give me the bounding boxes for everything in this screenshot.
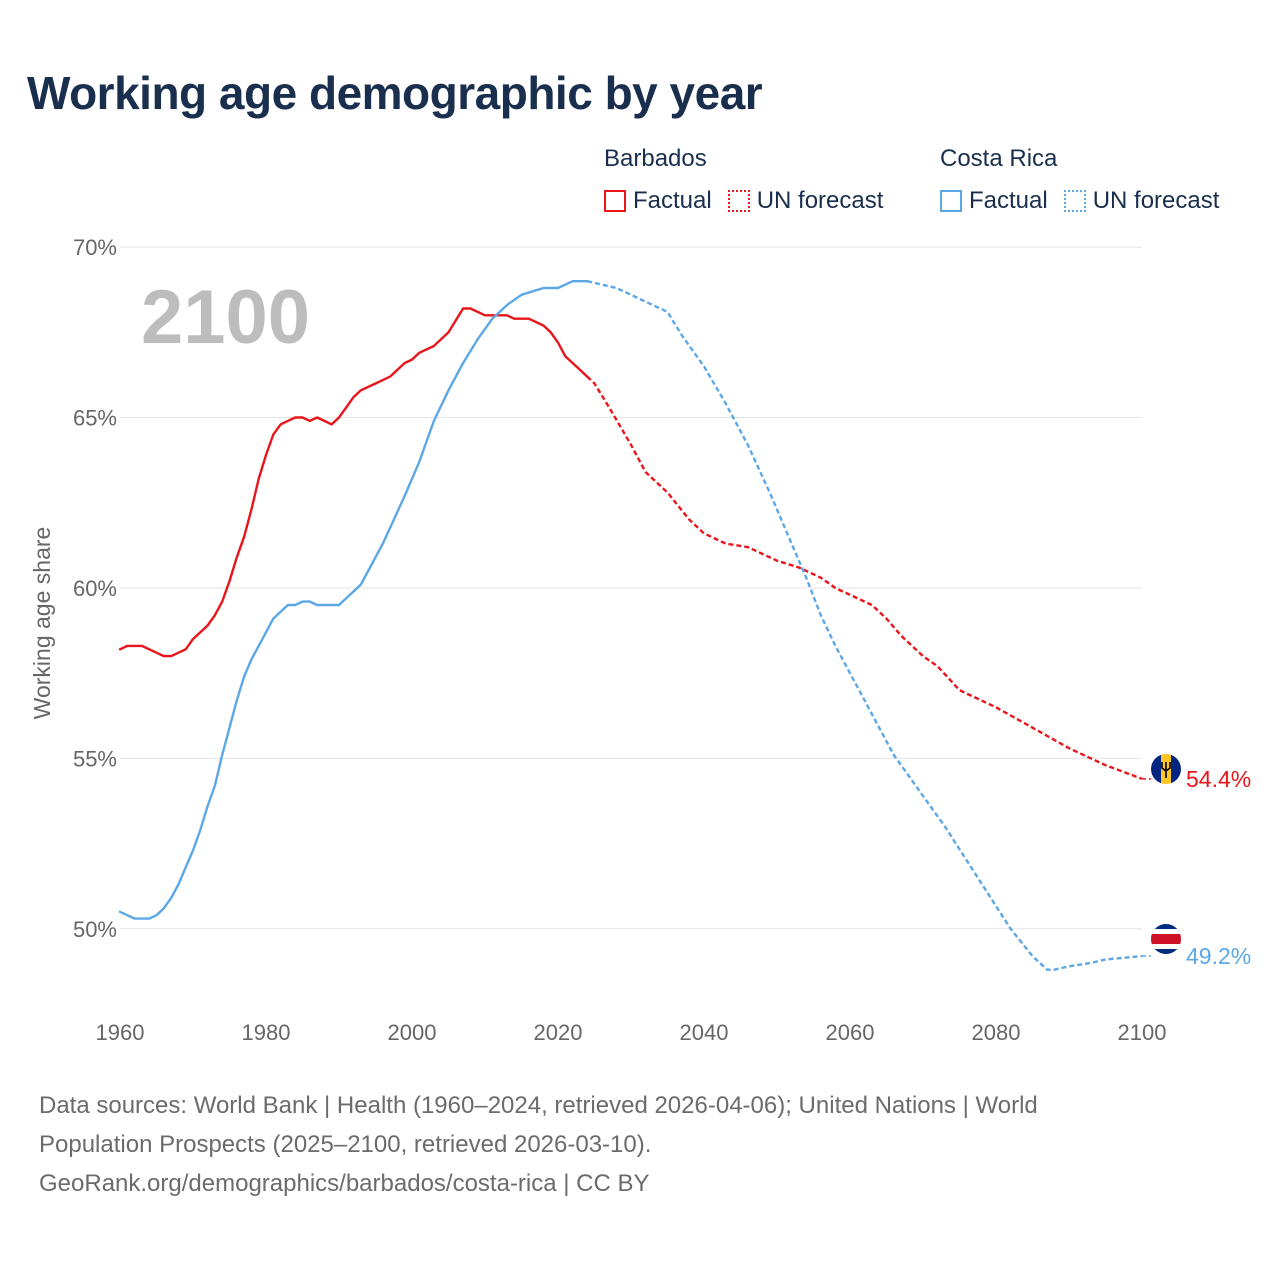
y-tick-label: 50% <box>73 917 117 942</box>
source-note: Data sources: World Bank | Health (1960–… <box>39 1086 1189 1203</box>
series-line-barbados-factual <box>118 307 589 658</box>
x-tick-label: 1960 <box>96 1020 145 1045</box>
barbados-flag-icon <box>1151 754 1181 784</box>
y-axis-label: Working age share <box>29 527 55 720</box>
legend-item-barbados-forecast[interactable]: UN forecast <box>727 186 884 216</box>
legend-swatch-dotted <box>1063 190 1086 212</box>
legend-swatch-solid <box>604 190 626 212</box>
legend-swatch-dotted <box>727 190 750 212</box>
end-value-label-costa-rica: 49.2% <box>1186 943 1251 969</box>
y-tick-label: 55% <box>73 746 117 771</box>
year-overlay: 2100 <box>141 275 310 360</box>
legend-label: UN forecast <box>756 187 884 214</box>
x-tick-label: 2040 <box>680 1020 729 1045</box>
legend-group-name: Barbados <box>604 145 707 172</box>
legend-label: UN forecast <box>1092 187 1220 214</box>
legend-item-costa-rica-factual[interactable]: Factual <box>940 186 1048 216</box>
grid <box>120 246 1142 930</box>
source-line: Data sources: World Bank | Health (1960–… <box>39 1092 1038 1119</box>
y-tick-label: 60% <box>73 576 117 601</box>
legend-item-barbados-factual[interactable]: Factual <box>604 186 712 216</box>
end-value-label-barbados: 54.4% <box>1186 766 1251 792</box>
legend-label: Factual <box>633 187 712 214</box>
series-line-costa-rica-factual <box>118 280 589 920</box>
source-link[interactable]: GeoRank.org/demographics/barbados/costa-… <box>39 1170 650 1197</box>
source-line: Population Prospects (2025–2100, retriev… <box>39 1131 652 1158</box>
legend-swatch-solid <box>940 190 962 212</box>
costa-rica-flag-icon <box>1151 924 1181 954</box>
series-line-barbados-forecast <box>586 375 1143 780</box>
x-tick-label: 1980 <box>242 1020 291 1045</box>
x-tick-label: 2000 <box>388 1020 437 1045</box>
legend-group-name: Costa Rica <box>940 145 1058 172</box>
legend-label: Factual <box>969 187 1048 214</box>
legend-group-costa-rica: Costa Rica Factual UN forecast <box>940 144 1235 216</box>
y-axis: 50% 55% 60% 65% 70% <box>73 235 117 942</box>
y-tick-label: 70% <box>73 235 117 260</box>
end-labels: 54.4% 49.2% <box>1142 766 1251 969</box>
x-tick-label: 2020 <box>534 1020 583 1045</box>
x-tick-label: 2080 <box>972 1020 1021 1045</box>
x-tick-label: 2100 <box>1118 1020 1167 1045</box>
series-lines <box>118 280 1143 971</box>
page-title: Working age demographic by year <box>27 67 763 119</box>
x-axis: 1960 1980 2000 2020 2040 2060 2080 2100 <box>96 1020 1167 1045</box>
line-chart: 50% 55% 60% 65% 70% 1960 1980 2000 2020 2040 2060… <box>29 235 1251 1045</box>
y-tick-label: 65% <box>73 406 117 431</box>
legend-group-barbados: Barbados Factual UN forecast <box>604 144 899 216</box>
x-tick-label: 2060 <box>826 1020 875 1045</box>
series-line-costa-rica-forecast <box>586 280 1143 971</box>
legend-item-costa-rica-forecast[interactable]: UN forecast <box>1063 186 1220 216</box>
